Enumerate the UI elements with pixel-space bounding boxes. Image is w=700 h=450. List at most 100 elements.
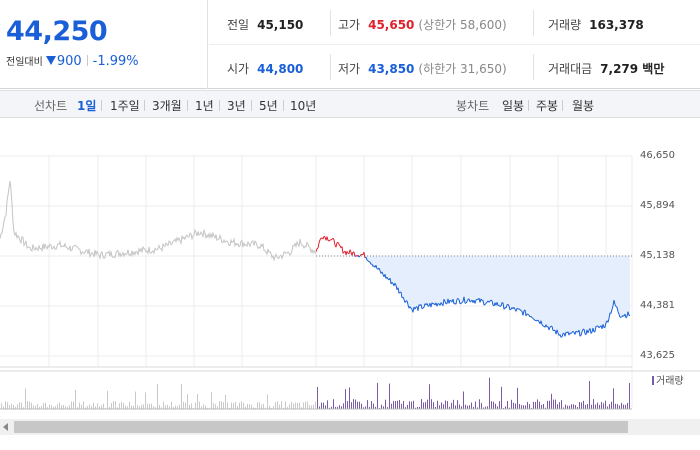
volume-bar (309, 405, 310, 409)
volume-bar (457, 400, 458, 409)
volume-bar (539, 401, 540, 409)
volume-bar (239, 402, 240, 409)
period-5y[interactable]: 5년 (259, 99, 278, 113)
today-segment-down (525, 313, 528, 317)
volume-bar (471, 402, 472, 409)
candle-daily[interactable]: 일봉 (502, 99, 525, 113)
today-segment-down (578, 329, 581, 337)
volume-bar (243, 402, 244, 409)
volume-bar (377, 382, 378, 409)
volume-bar (415, 407, 416, 409)
period-3m[interactable]: 3개월 (152, 99, 182, 113)
volume-bar (479, 399, 480, 409)
volume-bar (275, 402, 276, 409)
period-10y[interactable]: 10년 (290, 99, 317, 113)
volume-bar (469, 405, 470, 409)
volume-bar (143, 404, 144, 409)
today-segment-down (463, 296, 466, 304)
period-1w[interactable]: 1주일 (110, 99, 140, 113)
prev-close-value: 45,150 (257, 18, 304, 32)
volume-bar (407, 404, 408, 409)
volume-bar (49, 404, 50, 409)
today-segment-down (490, 299, 493, 302)
candle-weekly[interactable]: 주봉 (536, 99, 559, 113)
today-segment-down (409, 306, 412, 309)
volume-bar (341, 406, 342, 409)
scroll-left-arrow-icon[interactable] (3, 423, 8, 431)
chart-svg (0, 155, 700, 410)
volume-bar (41, 405, 42, 409)
today-segment-down (556, 329, 559, 334)
today-segment-up (330, 238, 333, 241)
volume-bar (621, 402, 622, 409)
volume-bar (15, 406, 16, 409)
volume-bar (295, 402, 296, 409)
volume-bar (183, 401, 184, 409)
volume-bar (357, 401, 358, 409)
volume-bar (453, 399, 454, 409)
volume-bar (335, 407, 336, 409)
volume-bar (127, 406, 128, 409)
open-price: 시가 44,800 (227, 60, 303, 77)
volume-bar (349, 387, 350, 409)
today-segment-down (507, 303, 510, 307)
volume-bar (321, 402, 322, 409)
scrollbar-thumb[interactable] (14, 421, 628, 433)
today-segment-up (359, 254, 362, 257)
today-segment-down (394, 282, 397, 286)
volume-bar (551, 393, 552, 409)
today-segment-down (500, 302, 503, 307)
volume-bar (409, 401, 410, 409)
volume-bar (149, 403, 150, 409)
period-3y[interactable]: 3년 (227, 99, 246, 113)
today-segment-down (526, 313, 529, 315)
volume-bar (81, 404, 82, 409)
volume-bar (79, 402, 80, 409)
today-segment-down (365, 257, 368, 261)
volume-bar (441, 402, 442, 409)
volume-bar (527, 402, 528, 409)
volume-bar (619, 405, 620, 409)
today-segment-down (443, 298, 446, 302)
volume-bar (115, 401, 116, 409)
volume-bar (113, 401, 114, 409)
today-segment-down (375, 265, 378, 269)
candle-monthly[interactable]: 월봉 (572, 99, 595, 113)
volume-bar (515, 403, 516, 409)
today-segment-down (570, 331, 573, 334)
today-segment-down (533, 319, 536, 321)
volume-bar (75, 390, 76, 409)
volume-bar (387, 407, 388, 409)
volume-bar (447, 401, 448, 409)
today-segment-down (480, 298, 483, 301)
volume-bar (109, 406, 110, 409)
today-segment-down (469, 300, 472, 303)
chart-scrollbar[interactable] (0, 419, 700, 435)
volume-bar (345, 389, 346, 409)
volume-bar (7, 402, 8, 409)
volume-bar (313, 404, 314, 409)
today-segment-down (610, 309, 613, 314)
line-chart-label: 선차트 (34, 99, 68, 113)
today-segment-down (607, 318, 610, 323)
volume-bar (463, 391, 464, 409)
today-segment-up (326, 236, 329, 241)
today-segment-down (541, 324, 544, 327)
volume-bar (171, 401, 172, 409)
period-1d[interactable]: 1일 (77, 99, 97, 113)
today-segment-down (579, 335, 582, 337)
volume-bar (577, 407, 578, 409)
volume-label: 거래량 (548, 18, 582, 32)
volume-bar (135, 391, 136, 409)
period-1y[interactable]: 1년 (195, 99, 214, 113)
volume-bar (571, 404, 572, 409)
volume-bar (281, 401, 282, 409)
volume-bar (267, 394, 268, 409)
volume-bar (355, 399, 356, 409)
volume-bar (419, 406, 420, 409)
prev-close: 전일 45,150 (227, 16, 303, 33)
volume-bar (197, 393, 198, 409)
volume-bar (561, 400, 562, 409)
volume-bar (507, 401, 508, 409)
today-segment-down (452, 298, 455, 305)
